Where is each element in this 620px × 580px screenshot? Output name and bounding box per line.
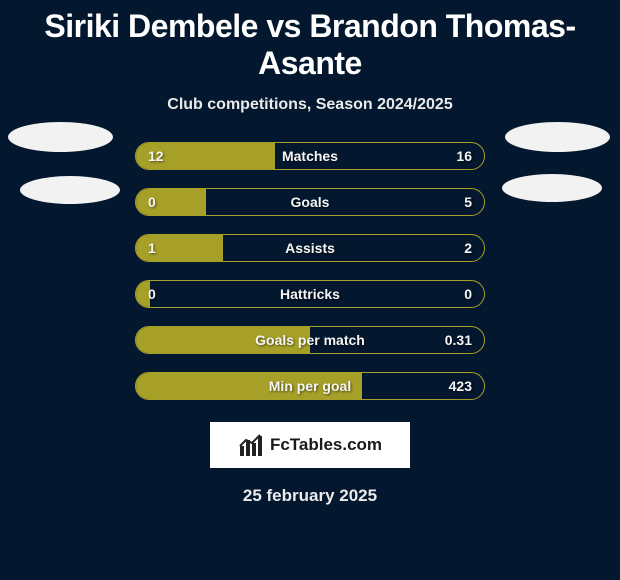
stat-label: Assists xyxy=(136,235,484,261)
comparison-chart: 12Matches160Goals51Assists20Hattricks0Go… xyxy=(0,142,620,400)
club-logo-left xyxy=(8,122,113,152)
watermark: FcTables.com xyxy=(210,422,410,468)
stat-row: 1Assists2 xyxy=(135,234,485,262)
stat-label: Hattricks xyxy=(136,281,484,307)
club-logo-right xyxy=(505,122,610,152)
stat-rows: 12Matches160Goals51Assists20Hattricks0Go… xyxy=(135,142,485,400)
page-subtitle: Club competitions, Season 2024/2025 xyxy=(0,96,620,114)
watermark-text: FcTables.com xyxy=(270,435,382,455)
stat-value-right: 0 xyxy=(464,281,472,307)
stat-row: Goals per match0.31 xyxy=(135,326,485,354)
stat-value-right: 423 xyxy=(449,373,472,399)
stat-label: Goals per match xyxy=(136,327,484,353)
stat-label: Matches xyxy=(136,143,484,169)
stat-value-right: 16 xyxy=(456,143,472,169)
stat-value-right: 0.31 xyxy=(445,327,472,353)
stat-label: Min per goal xyxy=(136,373,484,399)
stat-row: 0Hattricks0 xyxy=(135,280,485,308)
stat-row: 0Goals5 xyxy=(135,188,485,216)
country-flag-right xyxy=(502,174,602,202)
stat-label: Goals xyxy=(136,189,484,215)
page-title: Siriki Dembele vs Brandon Thomas-Asante xyxy=(0,0,620,82)
stat-value-right: 5 xyxy=(464,189,472,215)
fctables-icon xyxy=(238,432,264,458)
stat-row: 12Matches16 xyxy=(135,142,485,170)
stat-value-right: 2 xyxy=(464,235,472,261)
country-flag-left xyxy=(20,176,120,204)
date-stamp: 25 february 2025 xyxy=(0,486,620,506)
stat-row: Min per goal423 xyxy=(135,372,485,400)
